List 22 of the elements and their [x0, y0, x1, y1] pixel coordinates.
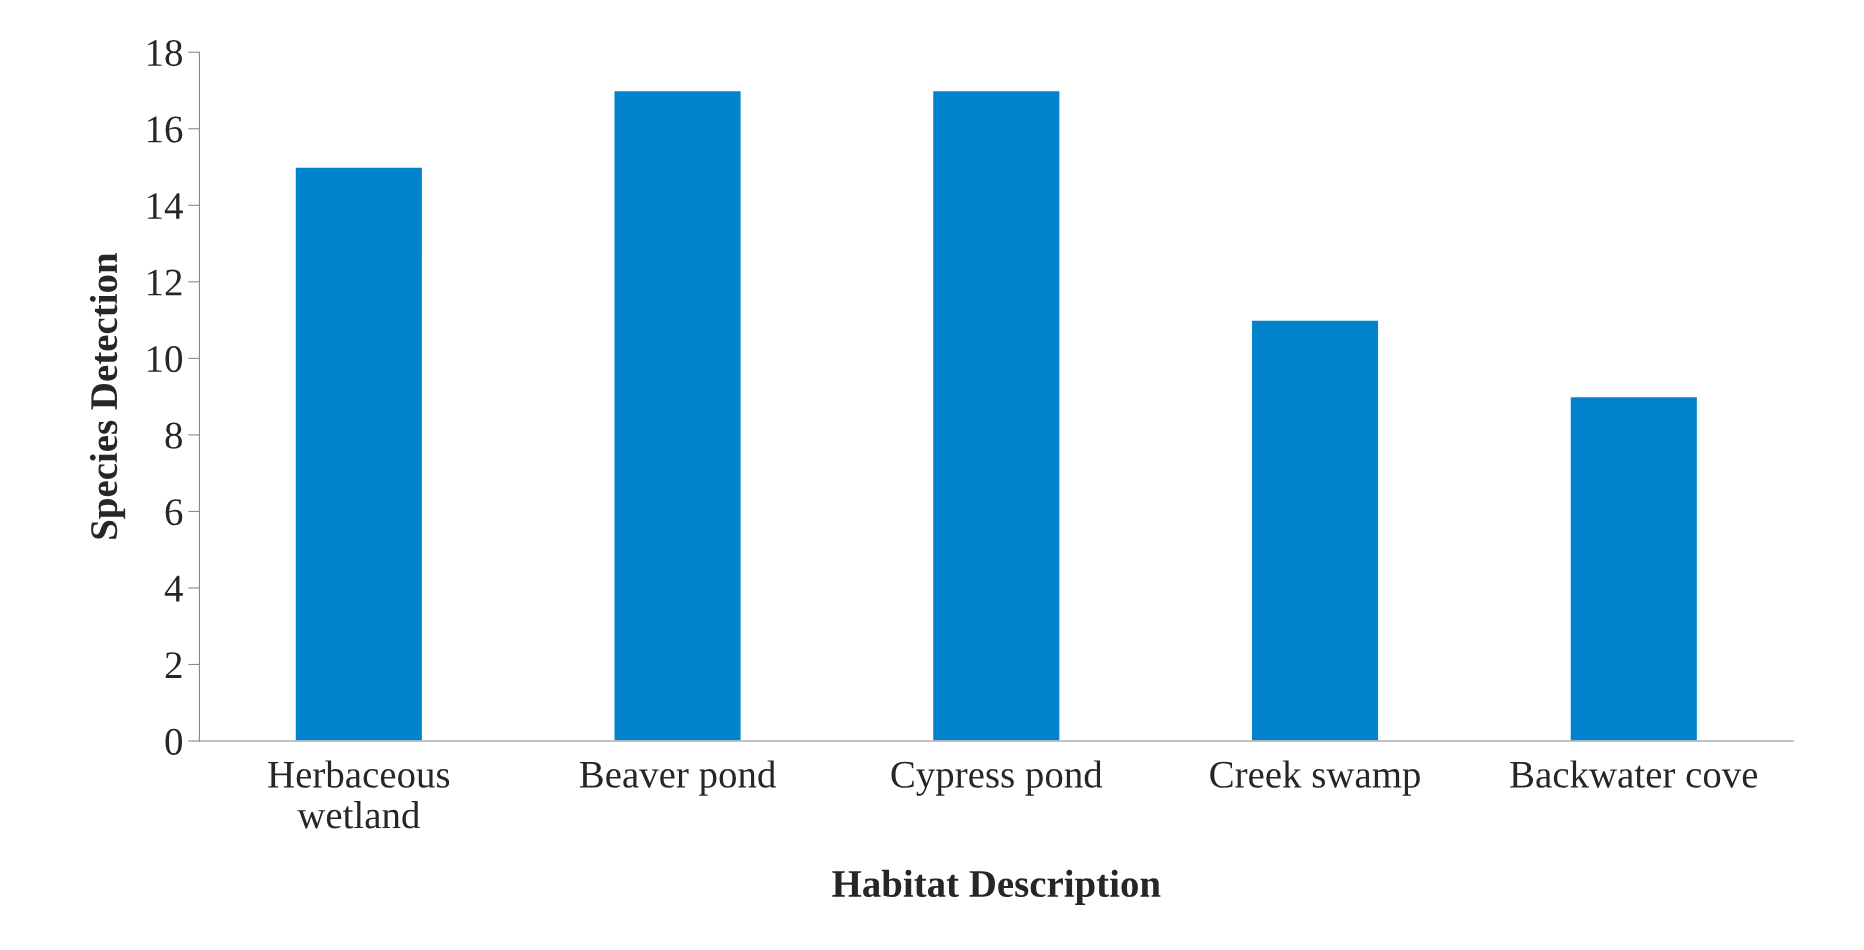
bar — [294, 166, 424, 741]
x-tick-label: Beaver pond — [579, 760, 776, 796]
bar — [1569, 395, 1699, 741]
x-tick-label: Creek swamp — [1210, 760, 1420, 796]
bar — [1250, 319, 1380, 741]
x-tick-label: Backwater cove — [1510, 760, 1758, 788]
y-tick-label: 14 — [148, 193, 183, 219]
bar — [613, 89, 743, 741]
y-tick-label: 18 — [148, 39, 182, 67]
bar — [931, 89, 1061, 741]
x-tick-label: Cypress pond — [891, 760, 1103, 796]
y-tick-label: 8 — [165, 422, 182, 449]
x-axis-title: Habitat Description — [832, 869, 1161, 905]
y-tick-label: 6 — [165, 499, 183, 526]
y-tick-label: 0 — [165, 728, 182, 755]
y-tick-label: 12 — [148, 269, 182, 296]
y-axis-title: Species Detection — [89, 253, 126, 539]
x-tick-label: Herbaceous wetland — [268, 760, 450, 829]
y-tick-label: 2 — [165, 652, 182, 678]
y-tick-label: 10 — [148, 345, 182, 373]
y-tick-label: 4 — [164, 575, 183, 602]
y-tick-label: 16 — [148, 116, 183, 143]
